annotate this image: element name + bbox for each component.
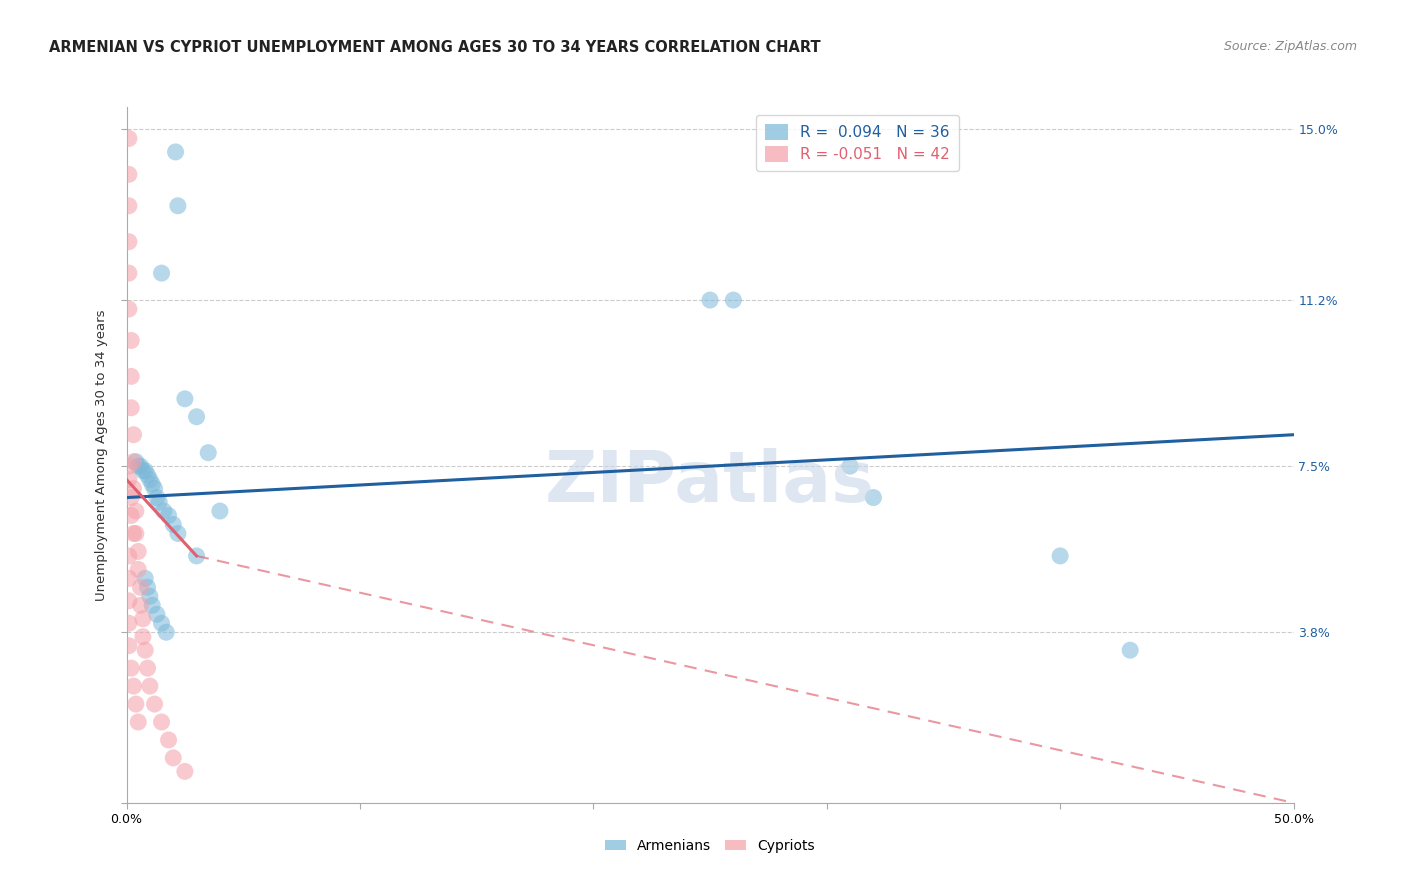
Point: [132, 630, 155, 644]
Point: [134, 643, 156, 657]
Text: ARMENIAN VS CYPRIOT UNEMPLOYMENT AMONG AGES 30 TO 34 YEARS CORRELATION CHART: ARMENIAN VS CYPRIOT UNEMPLOYMENT AMONG A…: [49, 40, 821, 55]
Point: [839, 459, 862, 474]
Point: [118, 639, 141, 653]
Point: [118, 459, 141, 474]
Point: [157, 508, 180, 523]
Point: [125, 504, 148, 518]
Point: [134, 571, 156, 585]
Point: [136, 661, 159, 675]
Point: [197, 445, 219, 459]
Point: [122, 427, 145, 442]
Point: [125, 526, 148, 541]
Point: [139, 473, 162, 487]
Point: [150, 714, 173, 729]
Point: [120, 661, 142, 675]
Point: [120, 491, 142, 505]
Point: [118, 616, 141, 631]
Point: [120, 334, 142, 348]
Point: [122, 455, 145, 469]
Point: [148, 495, 170, 509]
Text: ZIPatlas: ZIPatlas: [546, 449, 875, 517]
Point: [167, 199, 190, 213]
Point: [146, 491, 169, 505]
Legend: Armenians, Cypriots: Armenians, Cypriots: [600, 833, 820, 858]
Point: [1119, 643, 1142, 657]
Point: [1049, 549, 1071, 563]
Point: [153, 504, 176, 518]
Point: [150, 266, 173, 280]
Point: [118, 473, 141, 487]
Point: [134, 464, 156, 478]
Point: [146, 607, 169, 622]
Point: [174, 392, 197, 406]
Point: [129, 599, 152, 613]
Point: [186, 549, 208, 563]
Point: [208, 504, 231, 518]
Point: [120, 401, 142, 415]
Point: [136, 580, 159, 594]
Point: [132, 612, 155, 626]
Point: [120, 369, 142, 384]
Point: [118, 549, 141, 563]
Y-axis label: Unemployment Among Ages 30 to 34 years: Unemployment Among Ages 30 to 34 years: [94, 310, 108, 600]
Point: [118, 301, 141, 316]
Point: [132, 464, 155, 478]
Text: Source: ZipAtlas.com: Source: ZipAtlas.com: [1223, 40, 1357, 54]
Point: [127, 544, 149, 558]
Point: [122, 679, 145, 693]
Point: [723, 293, 745, 307]
Point: [118, 131, 141, 145]
Point: [120, 508, 142, 523]
Point: [143, 697, 166, 711]
Point: [118, 594, 141, 608]
Point: [155, 625, 177, 640]
Point: [186, 409, 208, 424]
Point: [118, 266, 141, 280]
Point: [118, 235, 141, 249]
Point: [118, 571, 141, 585]
Point: [139, 679, 162, 693]
Point: [141, 477, 163, 491]
Point: [127, 562, 149, 576]
Point: [699, 293, 721, 307]
Point: [143, 482, 166, 496]
Point: [141, 599, 163, 613]
Point: [165, 145, 187, 159]
Point: [118, 167, 141, 181]
Point: [862, 491, 884, 505]
Point: [139, 590, 162, 604]
Point: [129, 580, 152, 594]
Point: [127, 714, 149, 729]
Point: [167, 526, 190, 541]
Point: [118, 199, 141, 213]
Point: [125, 455, 148, 469]
Point: [162, 751, 184, 765]
Point: [174, 764, 197, 779]
Point: [150, 616, 173, 631]
Point: [122, 482, 145, 496]
Point: [125, 697, 148, 711]
Point: [136, 468, 159, 483]
Point: [162, 517, 184, 532]
Point: [122, 526, 145, 541]
Point: [129, 459, 152, 474]
Point: [127, 459, 149, 474]
Point: [157, 733, 180, 747]
